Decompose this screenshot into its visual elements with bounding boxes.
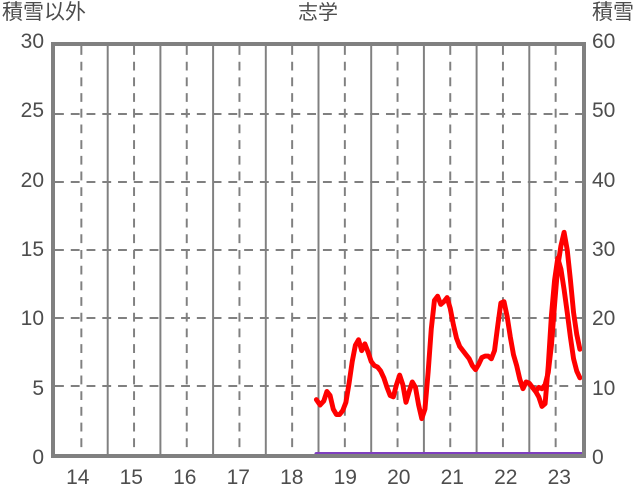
x-axis-tick-label: 20 [387, 466, 411, 489]
x-axis-tick-label: 18 [280, 466, 304, 489]
right-axis-title: 積雪 [592, 1, 634, 24]
x-axis-tick-label: 16 [173, 466, 197, 489]
x-axis-tick-label: 14 [66, 466, 90, 489]
y-axis-left-tick-label: 25 [20, 99, 44, 123]
y-axis-right-tick-label: 40 [592, 168, 616, 192]
x-axis-tick-label: 17 [226, 466, 250, 489]
chart-title: 志学 [298, 2, 338, 24]
x-axis-tick-label: 23 [547, 466, 571, 489]
left-axis-title: 積雪以外 [2, 1, 86, 24]
y-axis-left-tick-label: 10 [20, 307, 44, 331]
x-axis-tick-label: 19 [333, 466, 357, 489]
y-axis-left-tick-label: 15 [20, 238, 44, 261]
y-axis-left-tick-label: 20 [20, 168, 44, 192]
series-lines [313, 229, 582, 454]
y-axis-right-tick-label: 0 [592, 446, 604, 469]
y-axis-left-tick-label: 5 [32, 376, 44, 400]
y-axis-right-tick-label: 10 [592, 376, 616, 400]
y-axis-right-tick-label: 50 [592, 99, 616, 123]
plot-area [51, 42, 586, 458]
y-axis-right-tick-label: 60 [592, 30, 616, 53]
y-axis-left-tick-label: 30 [20, 30, 44, 53]
x-axis-tick-label: 21 [440, 466, 464, 489]
x-axis-tick-label: 22 [494, 466, 518, 489]
y-axis-left-tick-label: 0 [32, 446, 44, 469]
x-axis-tick-label: 15 [119, 466, 143, 489]
y-axis-right-tick-label: 20 [592, 307, 616, 331]
y-axis-right-tick-label: 30 [592, 238, 616, 261]
